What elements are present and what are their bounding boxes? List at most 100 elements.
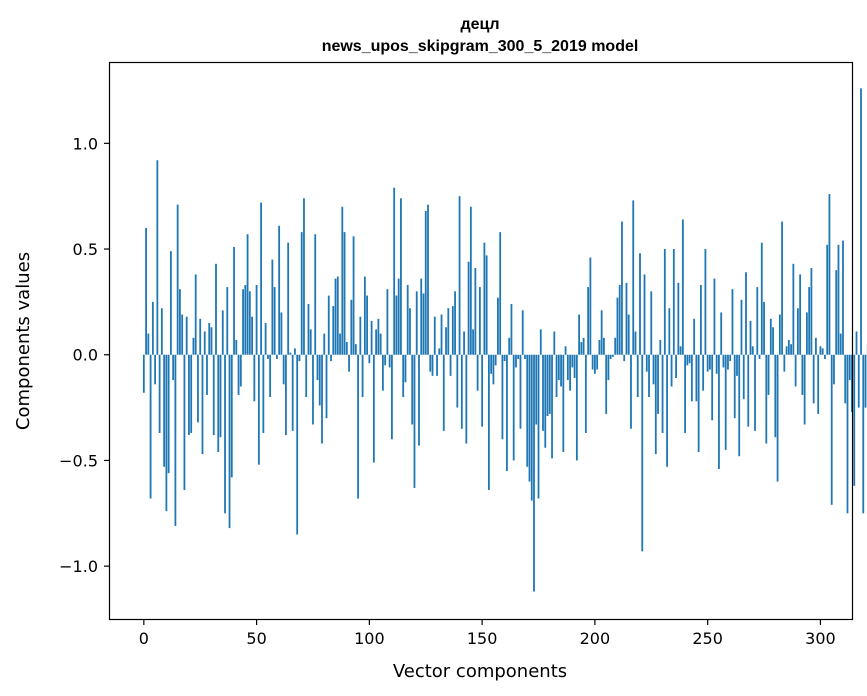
bar: [294, 348, 296, 355]
bar: [312, 354, 314, 425]
bar: [237, 354, 240, 395]
bar: [706, 354, 709, 372]
bar: [742, 354, 745, 400]
bar: [469, 206, 472, 355]
bar: [690, 354, 693, 402]
bar: [553, 331, 556, 355]
bar: [842, 240, 844, 355]
bar: [506, 354, 508, 472]
bar: [546, 354, 549, 417]
bar: [201, 354, 204, 455]
bar: [808, 287, 811, 355]
bar: [645, 354, 648, 372]
bar: [357, 354, 359, 499]
bar: [535, 354, 538, 425]
bar: [350, 299, 353, 355]
bar: [501, 354, 504, 440]
bar: [483, 242, 486, 355]
bar: [366, 295, 368, 355]
y-tick-label: −1.0: [59, 557, 98, 576]
bar: [490, 354, 493, 374]
bar: [352, 236, 355, 355]
bar: [438, 348, 441, 355]
bar: [566, 354, 569, 381]
bar: [824, 354, 826, 359]
bar: [848, 354, 851, 381]
bar: [431, 354, 434, 376]
bar: [826, 244, 829, 355]
bar: [289, 352, 292, 355]
bar: [336, 276, 339, 355]
bar: [616, 297, 619, 355]
plot-frame: [108, 61, 854, 621]
x-tick-label: 100: [354, 629, 385, 648]
bar: [316, 354, 319, 381]
bar: [614, 337, 617, 355]
bar: [323, 333, 326, 355]
bar: [760, 242, 763, 355]
bar: [436, 354, 438, 376]
bar: [580, 342, 583, 355]
bar: [733, 354, 736, 419]
bar: [756, 287, 759, 355]
bar: [803, 354, 806, 425]
bar: [172, 354, 175, 381]
bar: [704, 249, 707, 355]
bar: [801, 354, 804, 395]
bar: [819, 346, 822, 355]
bar: [273, 287, 276, 355]
bar: [163, 354, 166, 467]
bar: [578, 314, 580, 355]
bar: [731, 289, 734, 355]
bar: [548, 354, 551, 414]
bar: [774, 354, 777, 438]
bar: [625, 282, 628, 355]
bar: [769, 318, 772, 355]
bar: [210, 327, 213, 355]
x-tick-label: 300: [805, 629, 836, 648]
bar: [727, 354, 729, 370]
bar: [817, 354, 820, 414]
bar: [269, 354, 272, 398]
bar: [215, 263, 217, 355]
bar: [815, 337, 817, 355]
bar: [510, 304, 513, 355]
bar: [156, 160, 159, 355]
bar: [605, 354, 608, 414]
bar: [233, 246, 235, 355]
bar: [524, 354, 526, 359]
bar: [370, 320, 373, 355]
bar: [754, 354, 756, 431]
bar: [275, 354, 278, 359]
bar: [833, 354, 835, 385]
bar: [354, 344, 357, 355]
bar: [702, 354, 705, 391]
bar: [485, 255, 488, 355]
bar: [539, 329, 542, 355]
bar: [648, 354, 650, 398]
bar: [844, 354, 847, 404]
bar: [244, 284, 247, 355]
bar: [521, 310, 524, 355]
bar: [681, 219, 684, 355]
bar: [810, 268, 813, 355]
bar: [679, 346, 682, 355]
bar: [427, 204, 429, 355]
bar: [603, 337, 605, 355]
bar: [675, 354, 677, 378]
bar: [409, 308, 411, 355]
bar: [686, 354, 689, 366]
bar: [569, 354, 571, 391]
bar: [650, 291, 653, 355]
bar: [388, 354, 391, 368]
bar: [145, 227, 147, 355]
bar: [790, 344, 792, 355]
bar-series: [142, 88, 867, 592]
bar: [242, 289, 244, 355]
bar: [589, 257, 592, 355]
y-tick-label: 0.5: [73, 240, 98, 259]
bar: [738, 354, 741, 457]
bar: [402, 354, 405, 398]
bar: [386, 289, 389, 355]
